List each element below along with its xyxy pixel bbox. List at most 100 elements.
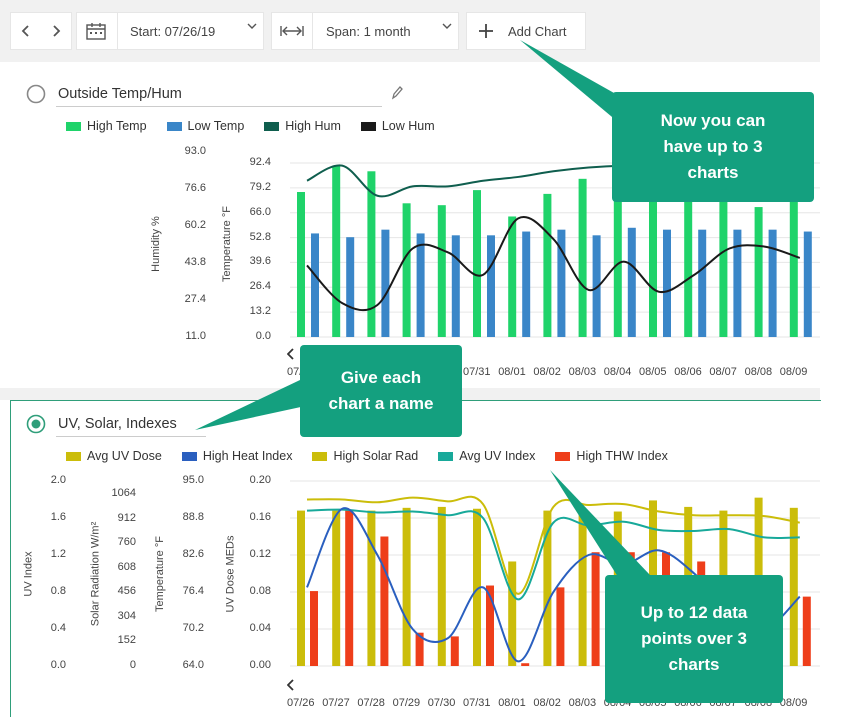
chart-plot-area xyxy=(290,162,820,338)
x-tick-label: 08/03 xyxy=(568,366,597,378)
prev-arrow-icon[interactable] xyxy=(21,24,31,38)
legend-item[interactable]: High THW Index xyxy=(555,449,668,463)
tick-label-humidity: 93.0 xyxy=(184,145,206,157)
bar-high-temp xyxy=(613,178,622,337)
chevron-down-icon xyxy=(442,23,452,30)
tick-label-uv: 1.2 xyxy=(50,548,66,560)
legend-label: Avg UV Index xyxy=(459,449,536,463)
bar-high-thw-index xyxy=(310,591,318,666)
line-avg-uv-index xyxy=(306,508,800,601)
x-tick-label: 08/09 xyxy=(779,697,808,709)
bar-avg-uv-dose xyxy=(543,510,552,666)
chart-select-radio[interactable] xyxy=(26,84,46,109)
tick-label-humidity: 11.0 xyxy=(185,330,206,342)
legend-item[interactable]: High Heat Index xyxy=(181,449,292,463)
chart-title-input[interactable]: Outside Temp/Hum xyxy=(58,86,182,102)
pencil-icon[interactable] xyxy=(390,85,404,106)
bar-low-temp xyxy=(627,227,636,337)
bar-high-temp xyxy=(437,205,446,337)
callout-12-data-points: Up to 12 data points over 3 charts xyxy=(605,575,783,703)
legend-item[interactable]: Low Temp xyxy=(166,119,244,133)
chart-select-radio-selected[interactable] xyxy=(26,414,46,439)
legend-item[interactable]: Avg UV Dose xyxy=(66,449,162,463)
nav-arrows xyxy=(10,12,72,50)
start-date-picker[interactable]: Start: 07/26/19 xyxy=(76,12,264,50)
x-tick-label: 07/27 xyxy=(322,697,350,709)
legend-item[interactable]: High Solar Rad xyxy=(312,449,418,463)
tick-label-uv-dose: 0.08 xyxy=(249,585,271,597)
legend-swatch xyxy=(264,121,280,131)
tick-label-solar: 0 xyxy=(129,659,136,671)
bar-low-temp xyxy=(733,229,742,337)
legend-swatch xyxy=(555,451,571,461)
start-date-label: Start: 07/26/19 xyxy=(130,23,216,39)
x-tick-label: 08/04 xyxy=(603,366,632,378)
legend-label: High Hum xyxy=(285,119,341,133)
bar-high-temp xyxy=(473,190,481,337)
bar-high-temp xyxy=(578,178,587,337)
next-arrow-icon[interactable] xyxy=(51,24,61,38)
bar-high-temp xyxy=(543,193,552,337)
bar-low-temp xyxy=(311,233,319,337)
bar-high-temp xyxy=(649,180,657,337)
x-tick-label: 08/01 xyxy=(498,697,526,709)
tick-label-uv-dose: 0.04 xyxy=(249,622,271,634)
x-tick-label: 07/31 xyxy=(463,366,491,378)
chart-legend: High Temp Low Temp High Hum Low Hum xyxy=(66,119,455,133)
tick-label-temperature: 39.6 xyxy=(249,255,271,268)
tick-label-solar: 912 xyxy=(117,511,136,524)
x-tick-label: 08/03 xyxy=(568,697,597,709)
bar-low-temp xyxy=(416,233,425,337)
bar-avg-uv-dose xyxy=(473,508,481,666)
tick-label-temperature: 76.4 xyxy=(182,585,204,597)
tick-label-uv-dose: 0.20 xyxy=(249,474,271,486)
tick-label-uv: 0.8 xyxy=(50,585,66,597)
line-high-solar-rad xyxy=(306,495,800,595)
legend-item[interactable]: Low Hum xyxy=(360,119,435,133)
chevron-down-icon xyxy=(247,23,257,30)
legend-label: High THW Index xyxy=(576,449,668,463)
tick-label-temperature: 70.2 xyxy=(182,622,204,634)
line-low-hum xyxy=(306,216,801,312)
bar-low-temp xyxy=(381,229,390,337)
chart-legend: Avg UV Dose High Heat Index High Solar Rad… xyxy=(66,449,688,463)
calendar-icon xyxy=(85,21,107,41)
x-tick-label: 07/30 xyxy=(427,697,456,709)
scroll-left-icon[interactable] xyxy=(286,678,295,696)
add-chart-button[interactable]: Add Chart xyxy=(466,12,586,50)
tick-label-solar: 760 xyxy=(117,536,136,549)
tick-label-temperature: 92.4 xyxy=(249,156,271,168)
tick-label-uv: 1.6 xyxy=(50,511,66,523)
tick-label-temperature: 26.4 xyxy=(249,280,271,293)
x-tick-label: 07/31 xyxy=(463,697,491,709)
tick-label-uv: 0.4 xyxy=(50,622,66,634)
legend-item[interactable]: High Hum xyxy=(264,119,341,133)
legend-item[interactable]: Avg UV Index xyxy=(438,449,535,463)
x-tick-label: 07/28 xyxy=(357,697,385,709)
tick-label-solar: 304 xyxy=(117,609,136,622)
span-selector[interactable]: Span: 1 month xyxy=(271,12,459,50)
bar-high-temp xyxy=(367,171,376,337)
legend-label: High Temp xyxy=(87,119,147,133)
tick-label-uv: 2.0 xyxy=(50,474,66,486)
tick-label-temperature: 52.8 xyxy=(249,230,271,243)
bar-low-temp xyxy=(522,231,531,337)
x-tick-label: 08/02 xyxy=(533,697,561,709)
x-tick-label: 08/08 xyxy=(744,366,773,378)
tick-label-humidity: 76.6 xyxy=(184,182,206,194)
legend-label: Avg UV Dose xyxy=(87,449,162,463)
bar-high-thw-index xyxy=(380,536,389,666)
bar-high-thw-index xyxy=(345,510,354,666)
scroll-left-icon[interactable] xyxy=(286,347,295,365)
tick-label-temperature: 66.0 xyxy=(249,205,271,218)
tick-label-temperature: 88.8 xyxy=(182,511,204,523)
bar-high-thw-index xyxy=(802,596,811,666)
bar-high-temp xyxy=(508,216,517,337)
chart-title-input[interactable]: UV, Solar, Indexes xyxy=(58,416,177,432)
bar-avg-uv-dose xyxy=(508,561,517,666)
legend-item[interactable]: High Temp xyxy=(66,119,147,133)
bar-high-temp xyxy=(684,180,693,337)
add-chart-label: Add Chart xyxy=(508,23,567,39)
x-tick-label: 07/26 xyxy=(287,697,315,709)
bar-high-temp xyxy=(402,203,411,337)
